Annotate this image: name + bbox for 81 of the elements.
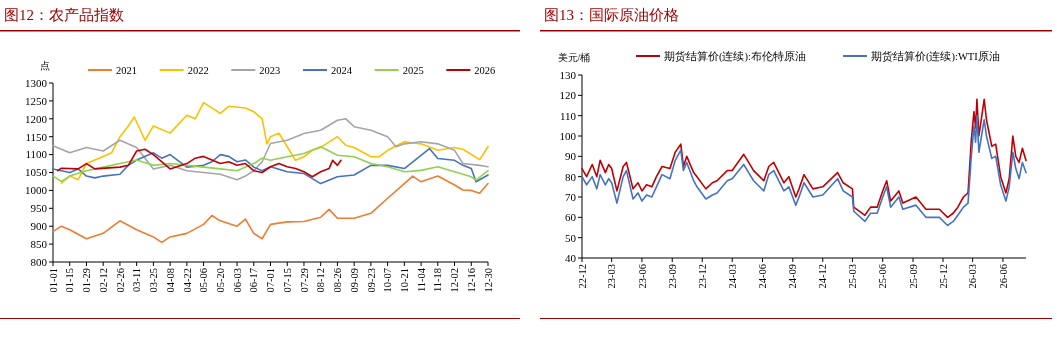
x-tick-label: 06-17: [248, 268, 260, 293]
x-tick-label: 26-03: [967, 264, 979, 289]
x-tick-label: 10-21: [399, 268, 411, 293]
x-tick-label: 24-06: [757, 264, 769, 289]
x-tick-label: 10-07: [382, 268, 394, 293]
line-series: [60, 101, 489, 185]
x-tick-label: 12-30: [482, 268, 494, 293]
line-series: [581, 114, 1027, 227]
x-tick-label: 23-03: [606, 264, 618, 289]
y-tick-label: 1200: [25, 112, 48, 125]
legend-label: 2021: [116, 64, 137, 76]
y-tick-label: 120: [559, 89, 577, 102]
x-tick-label: 25-06: [877, 264, 889, 289]
legend-label: 2024: [331, 64, 353, 76]
x-tick-label: 06-03: [231, 268, 243, 293]
x-tick-label: 08-12: [315, 268, 327, 293]
x-tick-label: 12-16: [465, 268, 477, 293]
x-tick-label: 26-06: [997, 264, 1009, 289]
x-tick-label: 07-01: [265, 268, 277, 293]
x-tick-label: 04-08: [164, 268, 176, 293]
x-tick-label: 05-20: [214, 268, 226, 293]
x-tick-label: 07-15: [281, 268, 293, 293]
x-tick-label: 04-22: [181, 268, 193, 293]
x-tick-label: 01-15: [64, 268, 76, 293]
legend-label: 2023: [259, 64, 281, 76]
line-series: [52, 175, 489, 244]
x-tick-label: 01-01: [47, 268, 59, 293]
x-tick-label: 25-09: [907, 264, 919, 289]
y-tick-label: 950: [30, 202, 48, 215]
x-tick-label: 03-11: [131, 268, 143, 293]
y-tick-label: 40: [565, 251, 577, 264]
y-tick-label: 850: [30, 237, 48, 250]
legend-label: 期货结算价(连续):布伦特原油: [664, 49, 806, 63]
x-tick-label: 24-03: [726, 264, 738, 289]
x-tick-label: 11-18: [432, 268, 444, 293]
chart-title: 图12：农产品指数: [4, 7, 124, 23]
x-tick-label: 22-12: [576, 264, 588, 289]
x-tick-label: 23-09: [666, 264, 678, 289]
legend-label: 2026: [474, 64, 496, 76]
x-tick-label: 09-23: [365, 268, 377, 293]
x-tick-label: 05-06: [198, 268, 210, 293]
x-tick-label: 25-12: [937, 264, 949, 289]
x-tick-label: 24-12: [817, 264, 829, 289]
legend-label: 2025: [402, 64, 424, 76]
x-tick-label: 25-03: [847, 264, 859, 289]
x-tick-label: 23-12: [696, 264, 708, 289]
y-tick-label: 1150: [25, 130, 48, 143]
line-series: [56, 148, 342, 178]
x-tick-label: 11-04: [415, 267, 427, 293]
y-tick-label: 100: [559, 129, 577, 142]
line-series: [581, 98, 1027, 219]
x-tick-label: 23-06: [636, 264, 648, 289]
x-tick-label: 03-25: [148, 268, 160, 293]
x-tick-label: 08-26: [332, 268, 344, 293]
y-tick-label: 50: [565, 231, 577, 244]
x-tick-label: 01-29: [81, 268, 93, 293]
y-tick-label: 60: [565, 211, 577, 224]
x-tick-label: 02-26: [114, 268, 126, 293]
y-tick-label: 70: [565, 190, 577, 203]
y-axis-title: 美元/桶: [557, 52, 591, 63]
y-tick-label: 80: [565, 170, 577, 183]
legend-label: 期货结算价(连续):WTI原油: [871, 49, 1000, 63]
line-series: [52, 118, 489, 181]
y-tick-label: 800: [30, 255, 48, 268]
y-axis-title: 点: [40, 60, 50, 71]
y-tick-label: 1300: [25, 76, 48, 89]
y-tick-label: 90: [565, 150, 577, 163]
legend-label: 2022: [187, 64, 209, 76]
x-tick-label: 02-12: [97, 268, 109, 293]
x-tick-label: 09-09: [348, 268, 360, 293]
x-tick-label: 07-29: [298, 268, 310, 293]
x-tick-label: 12-02: [449, 268, 461, 293]
y-tick-label: 900: [30, 220, 48, 233]
y-tick-label: 1100: [25, 148, 48, 161]
y-tick-label: 1000: [25, 184, 48, 197]
y-tick-label: 1050: [25, 166, 48, 179]
y-tick-label: 1250: [25, 94, 48, 107]
x-tick-label: 24-09: [787, 264, 799, 289]
y-tick-label: 110: [559, 109, 577, 122]
y-tick-label: 130: [559, 68, 577, 81]
chart-title: 图13：国际原油价格: [544, 7, 679, 23]
